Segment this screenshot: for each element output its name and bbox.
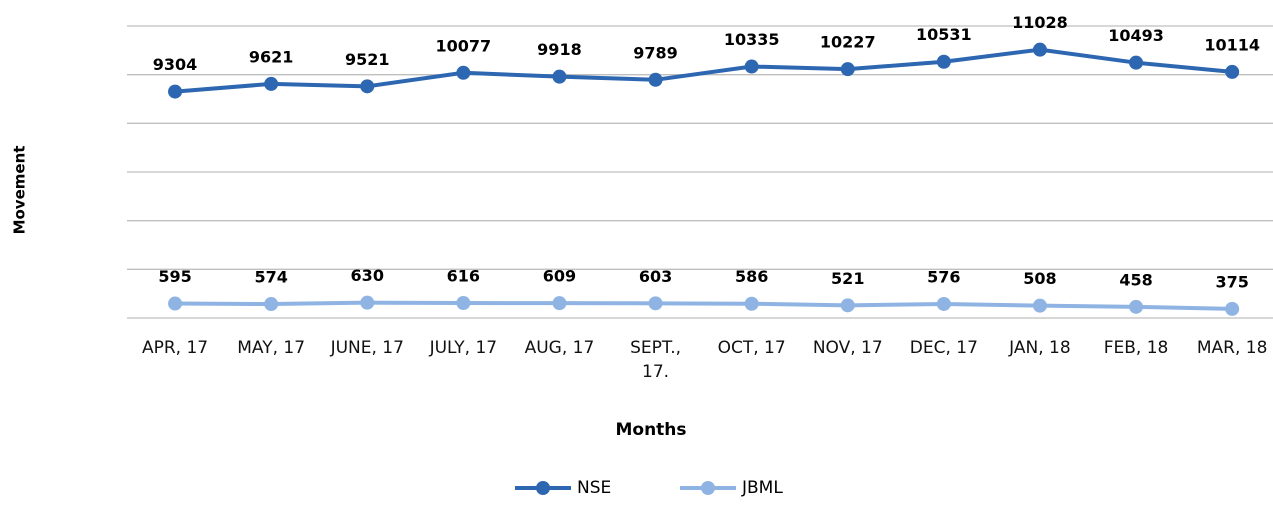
data-label: 10335 [724,30,780,49]
legend-marker [701,481,715,495]
point [648,72,663,87]
data-label: 458 [1119,270,1152,289]
data-label: 10114 [1204,35,1260,54]
data-label: 508 [1023,269,1056,288]
data-label: 9521 [345,50,390,69]
x-tick-label: OCT, 17 [717,338,786,358]
point [360,295,375,310]
y-axis-title: Movement [11,146,29,235]
point [264,297,279,312]
x-tick-label: NOV, 17 [812,338,883,358]
data-label: 576 [927,267,960,286]
point [936,54,951,69]
x-tick-label: JAN, 18 [1009,338,1071,358]
point [840,62,855,77]
x-tick-label: DEC, 17 [909,338,978,358]
point [648,296,663,311]
x-tick-label: MAR, 18 [1196,338,1268,358]
x-tick-label: JULY, 17 [429,338,498,358]
data-label: 521 [831,269,864,288]
data-label: 609 [543,267,576,286]
data-label: 9304 [153,55,198,74]
data-label: 616 [447,267,480,286]
point [1129,55,1144,70]
point [1225,64,1240,79]
data-label: 630 [351,266,384,285]
legend-marker [536,481,550,495]
point [168,296,183,311]
data-label: 595 [158,267,191,286]
data-label: 574 [254,268,287,287]
x-tick-label: APR, 17 [141,338,209,358]
data-label: 10227 [820,33,876,52]
data-label: 10493 [1108,26,1164,45]
point [744,296,759,311]
data-label: 603 [639,267,672,286]
data-label: 9789 [633,43,678,62]
data-label: 10077 [436,36,492,55]
point [552,296,567,311]
x-tick-label: MAY, 17 [237,338,306,358]
point [936,296,951,311]
point [360,79,375,94]
point [456,296,471,311]
series-line [175,300,1233,311]
x-axis-title: Months [615,420,686,440]
point [168,84,183,99]
data-label: 9918 [537,40,582,59]
x-tick-label: AUG, 17 [524,338,595,358]
point [1129,299,1144,314]
point [1225,301,1240,316]
series-line [174,47,1233,94]
point [1032,42,1047,57]
x-tick-label: JUNE, 17 [330,338,404,358]
data-label: 375 [1215,272,1248,291]
data-label: 586 [735,267,768,286]
data-label: 11028 [1012,13,1068,32]
data-label: 9621 [249,47,294,66]
point [1032,298,1047,313]
point [744,59,759,74]
data-label: 10531 [916,25,972,44]
legend-label: NSE [577,478,611,498]
point [840,298,855,313]
point [456,65,471,80]
legend-label: JBML [741,478,783,498]
x-tick-label: SEPT., 17. [630,338,682,382]
point [552,69,567,84]
x-tick-label: FEB, 18 [1103,338,1169,358]
point [264,76,279,91]
